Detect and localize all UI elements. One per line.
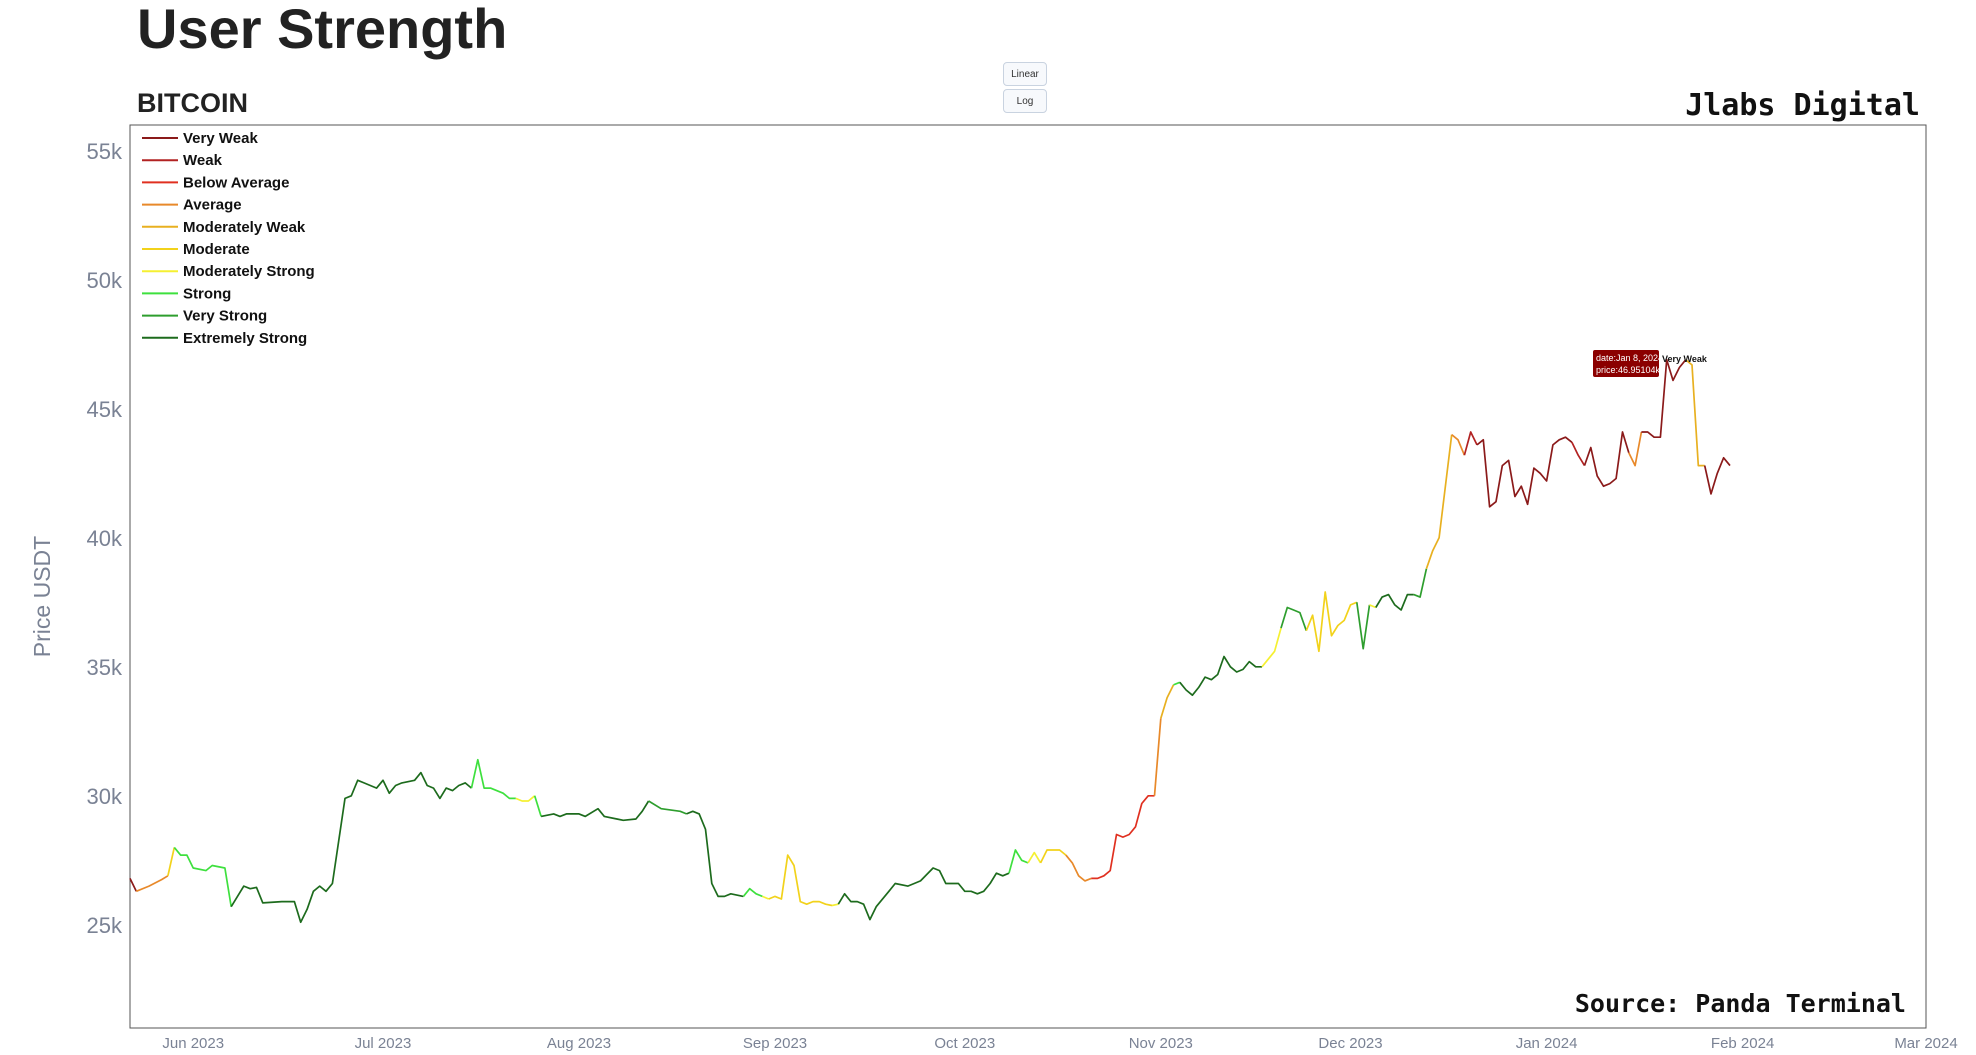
y-tick-label: 55k (87, 139, 123, 164)
hover-tooltip: date:Jan 8, 2024 price:46.95104k Very We… (1593, 350, 1708, 377)
legend-item-label: Strong (183, 285, 231, 302)
brand-label: Jlabs Digital (1685, 88, 1920, 123)
series-segment-moderate (1039, 849, 1067, 864)
series-segment-moderately-strong (831, 903, 839, 907)
series-segment-average (1451, 433, 1466, 456)
page-title: User Strength (137, 0, 508, 60)
series-segment-extremely-strong (686, 810, 744, 898)
series-segment-moderately-strong (1027, 851, 1042, 864)
price-series (129, 358, 1731, 924)
tooltip-box (1593, 350, 1659, 377)
x-axis: Jun 2023 Jul 2023 Aug 2023 Sep 2023 Oct 2023… (162, 1035, 1957, 1052)
series-segment-very-strong (648, 800, 687, 815)
legend-background (131, 126, 321, 352)
y-tick-label: 45k (87, 397, 123, 422)
linear-scale-button[interactable]: Linear (1003, 62, 1047, 86)
legend-item-label: Moderate (183, 241, 250, 258)
series-segment-extremely-strong (837, 867, 1010, 921)
series-segment-strong (1008, 849, 1029, 874)
y-tick-label: 50k (87, 268, 123, 293)
series-segment-moderately-strong (1369, 604, 1377, 609)
x-tick-label: Mar 2024 (1894, 1035, 1957, 1052)
legend-item-label: Below Average (183, 174, 289, 191)
series-segment-strong (742, 887, 763, 898)
x-tick-label: Aug 2023 (547, 1035, 611, 1052)
legend-item-label: Moderately Weak (183, 219, 306, 236)
series-segment-moderate (768, 854, 833, 907)
series-segment-moderately-strong (515, 795, 536, 802)
series-segment-strong (470, 758, 516, 800)
x-tick-label: Feb 2024 (1711, 1035, 1774, 1052)
series-segment-moderately-weak (1685, 359, 1705, 467)
x-tick-label: Oct 2023 (934, 1035, 995, 1052)
series-segment-extremely-strong (1179, 655, 1262, 697)
series-segment-moderately-strong (1261, 627, 1282, 668)
series-segment-moderately-weak (1159, 684, 1175, 719)
legend-item-label: Very Strong (183, 308, 267, 325)
series-segment-very-strong (1280, 606, 1308, 631)
series-segment-average (1153, 718, 1162, 796)
x-tick-label: Dec 2023 (1318, 1035, 1382, 1052)
y-tick-label: 40k (87, 526, 123, 551)
y-tick-label: 25k (87, 913, 123, 938)
y-tick-label: 30k (87, 784, 123, 809)
series-segment-average (1628, 431, 1643, 467)
series-segment-moderate (1305, 591, 1358, 653)
series-segment-very-weak (1703, 456, 1731, 495)
series-segment-weak (1463, 431, 1478, 456)
series-segment-very-weak (1476, 436, 1573, 508)
x-tick-label: Jan 2024 (1516, 1035, 1578, 1052)
legend-item-label: Weak (183, 152, 223, 169)
series-segment-extremely-strong (1375, 593, 1414, 611)
series-segment-moderately-weak (1425, 434, 1453, 570)
tooltip-date: date:Jan 8, 2024 (1596, 353, 1663, 363)
series-segment-very-weak (1583, 431, 1630, 488)
series-segment-below-average (1091, 794, 1155, 880)
series-segment-extremely-strong (230, 771, 473, 924)
y-axis-label: Price USDT (29, 536, 55, 657)
series-segment-strong (173, 846, 233, 907)
legend-item-label: Extremely Strong (183, 330, 307, 347)
series-segment-very-strong (1413, 568, 1428, 598)
x-tick-label: Nov 2023 (1129, 1035, 1193, 1052)
x-tick-label: Jul 2023 (355, 1035, 412, 1052)
legend-item-label: Moderately Strong (183, 263, 315, 280)
series-segment-strong (533, 795, 542, 817)
series-segment-average (135, 875, 169, 893)
legend-item-label: Very Weak (183, 130, 258, 147)
series-segment-moderate (167, 847, 176, 876)
series-segment-very-weak (1641, 358, 1687, 439)
source-label: Source: Panda Terminal (1575, 989, 1906, 1018)
series-segment-moderately-strong (762, 895, 770, 900)
legend-item-label: Average (183, 197, 242, 214)
series-segment-extremely-strong (540, 800, 650, 822)
log-scale-button[interactable]: Log (1003, 89, 1047, 113)
chart-subtitle: BITCOIN (137, 88, 248, 118)
series-segment-weak (1571, 441, 1586, 467)
series-segment-very-strong (1355, 602, 1371, 650)
legend: Very Weak Weak Below Average Average Moderat… (131, 126, 321, 352)
series-segment-strong (1173, 681, 1181, 686)
plot-frame (129, 124, 1927, 1029)
y-axis: 25k 30k 35k 40k 45k 50k 55k (87, 139, 123, 938)
series-segment-average (1065, 854, 1092, 882)
tooltip-price: price:46.95104k (1596, 365, 1661, 375)
series-segment-very-weak (129, 878, 138, 892)
y-tick-label: 35k (87, 655, 123, 680)
x-tick-label: Jun 2023 (162, 1035, 224, 1052)
tooltip-strength-label: Very Weak (1662, 354, 1708, 364)
x-tick-label: Sep 2023 (743, 1035, 807, 1052)
